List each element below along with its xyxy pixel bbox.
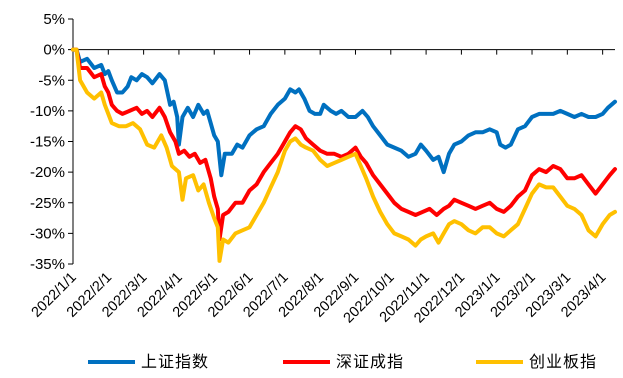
legend-label: 深证成指 xyxy=(336,352,404,371)
y-tick-label: -35% xyxy=(30,256,65,273)
legend-label: 上证指数 xyxy=(141,352,209,371)
legend: 上证指数 深证成指 创业板指 xyxy=(88,352,597,371)
y-tick-label: -15% xyxy=(30,134,65,151)
y-tick-label: -25% xyxy=(30,195,65,212)
series-line-3 xyxy=(71,47,617,263)
y-axis: 5% 0% -5% -10% -15% -20% -25% -30% -35% xyxy=(30,11,74,273)
series-line-2 xyxy=(71,47,617,242)
y-tick-label: -10% xyxy=(30,103,65,120)
y-tick-label: 0% xyxy=(43,42,65,59)
legend-label: 创业板指 xyxy=(529,352,597,371)
series-layer xyxy=(71,47,617,263)
series-line-1 xyxy=(71,47,617,178)
y-tick-label: -5% xyxy=(38,72,65,89)
y-tick-label: -30% xyxy=(30,225,65,242)
y-tick-label: -20% xyxy=(30,164,65,181)
y-tick-label: 5% xyxy=(43,11,65,28)
